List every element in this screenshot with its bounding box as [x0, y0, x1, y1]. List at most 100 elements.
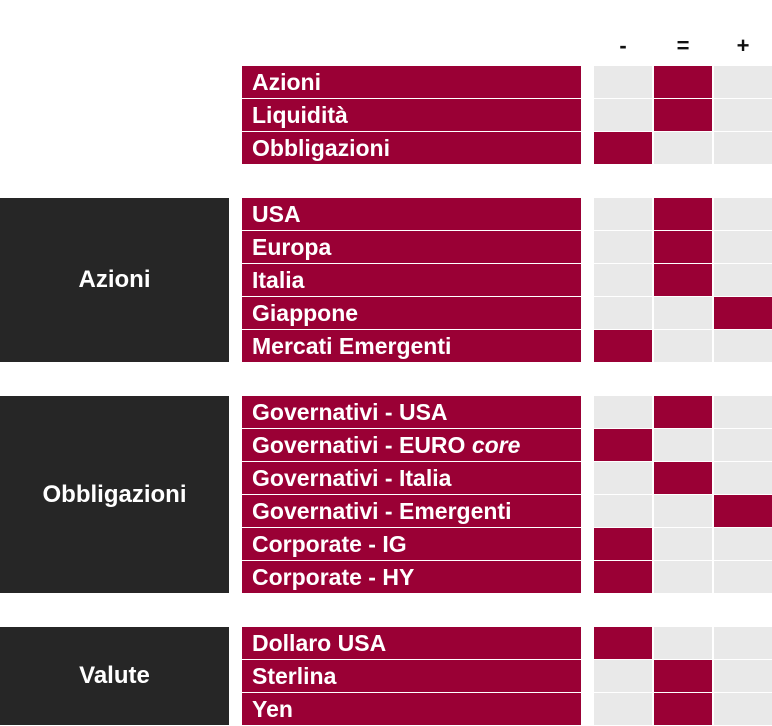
- asset-name: Corporate - HY: [252, 564, 415, 590]
- asset-name: USA: [252, 201, 301, 227]
- rating-cell-plus: [714, 660, 772, 692]
- asset-label: Governativi - Italia: [242, 462, 581, 494]
- rating-cell-minus: [594, 462, 652, 494]
- table-row: Europa: [0, 231, 772, 263]
- rating-cell-plus: [714, 330, 772, 362]
- rating-cell-equal: [654, 198, 712, 230]
- asset-name: Yen: [252, 696, 293, 722]
- asset-label: Azioni: [242, 66, 581, 98]
- table-row: Liquidità: [0, 99, 772, 131]
- asset-label: Liquidità: [242, 99, 581, 131]
- asset-label: Governativi - EURO core: [242, 429, 581, 461]
- group-label: Obbligazioni: [0, 396, 229, 593]
- table-row: Azioni: [0, 66, 772, 98]
- rating-cell-equal: [654, 99, 712, 131]
- rating-cell-minus: [594, 132, 652, 164]
- table-row: Governativi - Emergenti: [0, 495, 772, 527]
- asset-name: Mercati Emergenti: [252, 333, 452, 359]
- group-label: Valute: [0, 627, 229, 725]
- rating-cell-minus: [594, 297, 652, 329]
- table-row: Dollaro USA: [0, 627, 772, 659]
- asset-label: Sterlina: [242, 660, 581, 692]
- table-row: Sterlina: [0, 660, 772, 692]
- asset-name: Governativi - Italia: [252, 465, 452, 491]
- asset-label: Dollaro USA: [242, 627, 581, 659]
- rating-cell-plus: [714, 264, 772, 296]
- rating-cell-minus: [594, 99, 652, 131]
- asset-name: Giappone: [252, 300, 359, 326]
- rating-cell-plus: [714, 99, 772, 131]
- rating-cell-equal: [654, 693, 712, 725]
- rating-cell-plus: [714, 297, 772, 329]
- table-row: Governativi - USA: [0, 396, 772, 428]
- asset-label: Obbligazioni: [242, 132, 581, 164]
- asset-label: Europa: [242, 231, 581, 263]
- asset-note: core: [471, 432, 521, 458]
- asset-name: Governativi - Emergenti: [252, 498, 512, 524]
- rating-cell-equal: [654, 627, 712, 659]
- asset-label: USA: [242, 198, 581, 230]
- table-row: Obbligazioni: [0, 132, 772, 164]
- rating-cell-minus: [594, 627, 652, 659]
- rating-cell-equal: [654, 330, 712, 362]
- column-header-equal: =: [676, 33, 690, 58]
- asset-label: Governativi - Emergenti: [242, 495, 581, 527]
- rating-cell-plus: [714, 132, 772, 164]
- rating-cell-plus: [714, 66, 772, 98]
- asset-name: Europa: [252, 234, 332, 260]
- asset-label: Corporate - HY: [242, 561, 581, 593]
- asset-name: Sterlina: [252, 663, 337, 689]
- rating-cell-plus: [714, 462, 772, 494]
- rating-cell-minus: [594, 429, 652, 461]
- asset-name: Dollaro USA: [252, 630, 387, 656]
- column-header-minus: -: [619, 33, 627, 58]
- rating-cell-plus: [714, 495, 772, 527]
- table-row: Mercati Emergenti: [0, 330, 772, 362]
- rating-cell-minus: [594, 66, 652, 98]
- table-row: Giappone: [0, 297, 772, 329]
- rating-cell-minus: [594, 264, 652, 296]
- group-label: Azioni: [0, 198, 229, 362]
- rating-cell-equal: [654, 561, 712, 593]
- asset-name: Obbligazioni: [252, 135, 390, 161]
- rating-cell-equal: [654, 429, 712, 461]
- rating-cell-equal: [654, 297, 712, 329]
- rating-cell-equal: [654, 231, 712, 263]
- rating-cell-plus: [714, 231, 772, 263]
- rating-cell-minus: [594, 198, 652, 230]
- rating-cell-plus: [714, 429, 772, 461]
- asset-name: Italia: [252, 267, 305, 293]
- rating-cell-plus: [714, 693, 772, 725]
- asset-label: Giappone: [242, 297, 581, 329]
- rating-cell-equal: [654, 660, 712, 692]
- rating-cell-equal: [654, 132, 712, 164]
- rating-cell-minus: [594, 231, 652, 263]
- table-row: Corporate - IG: [0, 528, 772, 560]
- table-row: Governativi - Italia: [0, 462, 772, 494]
- rating-cell-equal: [654, 528, 712, 560]
- asset-name: Azioni: [252, 69, 321, 95]
- asset-name: Governativi - USA: [252, 399, 448, 425]
- rating-cell-minus: [594, 693, 652, 725]
- rating-cell-equal: [654, 264, 712, 296]
- asset-name: Governativi - EURO: [252, 432, 466, 458]
- rating-cell-minus: [594, 660, 652, 692]
- rating-cell-equal: [654, 66, 712, 98]
- table-row: USA: [0, 198, 772, 230]
- rating-cell-equal: [654, 462, 712, 494]
- rating-cell-plus: [714, 528, 772, 560]
- rating-cell-plus: [714, 396, 772, 428]
- table-row: Governativi - EURO core: [0, 429, 772, 461]
- asset-name: Corporate - IG: [252, 531, 407, 557]
- rating-cell-minus: [594, 330, 652, 362]
- asset-label: Yen: [242, 693, 581, 725]
- asset-name: Liquidità: [252, 102, 348, 128]
- table-row: Yen: [0, 693, 772, 725]
- table-row: Corporate - HY: [0, 561, 772, 593]
- rating-cell-minus: [594, 528, 652, 560]
- rating-cell-minus: [594, 396, 652, 428]
- rating-cell-minus: [594, 495, 652, 527]
- asset-label: Corporate - IG: [242, 528, 581, 560]
- asset-label: Mercati Emergenti: [242, 330, 581, 362]
- table-row: Italia: [0, 264, 772, 296]
